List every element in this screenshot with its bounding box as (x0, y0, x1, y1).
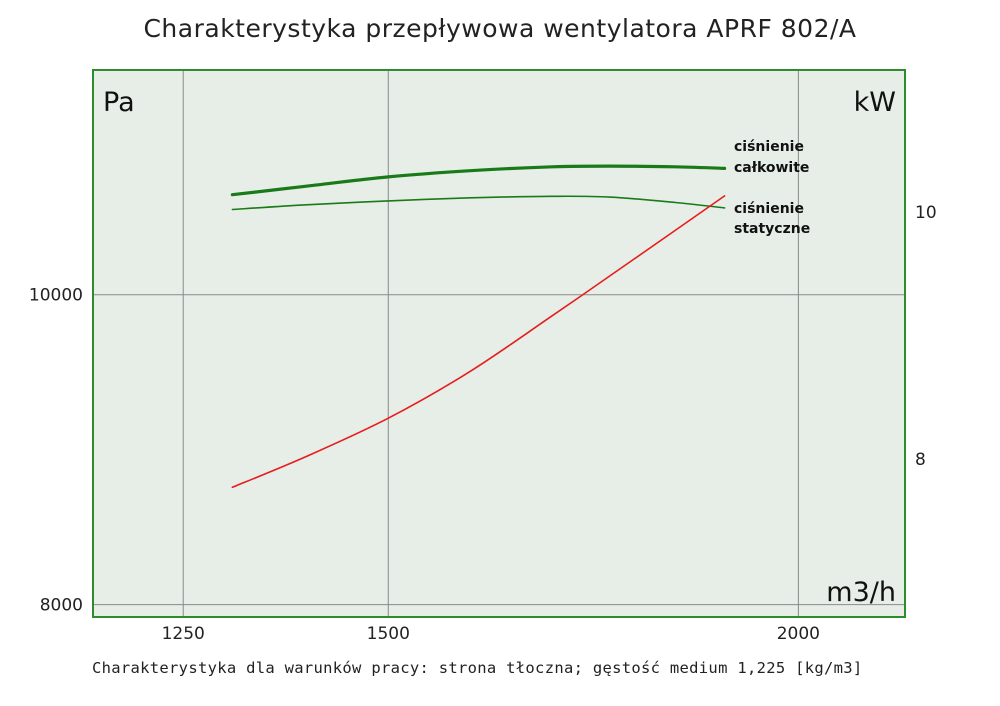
x-axis-ticks: 1250 1500 2000 (162, 624, 820, 644)
right-tick-label: 10 (915, 203, 937, 223)
right-axis-ticks: 10 8 (915, 203, 937, 470)
chart-footnote: Charakterystyka dla warunków pracy: stro… (92, 659, 863, 677)
series-layer (230, 164, 727, 489)
plot-border (92, 69, 906, 618)
grid-lines (93, 70, 905, 617)
x-tick-label: 1250 (162, 624, 205, 644)
left-tick-label: 10000 (29, 286, 83, 306)
curve-labels: ciśnienie całkowite ciśnienie statyczne (734, 139, 810, 237)
static-pressure-label-line1: ciśnienie (734, 201, 804, 217)
total-pressure-label-line2: całkowite (734, 160, 809, 176)
x-tick-label: 2000 (777, 624, 820, 644)
x-tick-label: 1500 (367, 624, 410, 644)
series-line-ciśnienie-całkowite (230, 164, 727, 197)
left-axis-ticks: 10000 8000 (29, 286, 83, 616)
series-line-ciśnienie-statyczne (231, 195, 726, 211)
plot-area (93, 70, 905, 617)
series-line-moc (231, 195, 726, 489)
chart-title: Charakterystyka przepływowa wentylatora … (143, 14, 857, 43)
right-axis-unit: kW (854, 87, 896, 118)
total-pressure-label-line1: ciśnienie (734, 139, 804, 155)
x-axis-unit: m3/h (826, 577, 896, 608)
left-tick-label: 8000 (40, 596, 83, 616)
right-tick-label: 8 (915, 450, 926, 470)
left-axis-unit: Pa (103, 87, 135, 118)
static-pressure-label-line2: statyczne (734, 221, 810, 237)
